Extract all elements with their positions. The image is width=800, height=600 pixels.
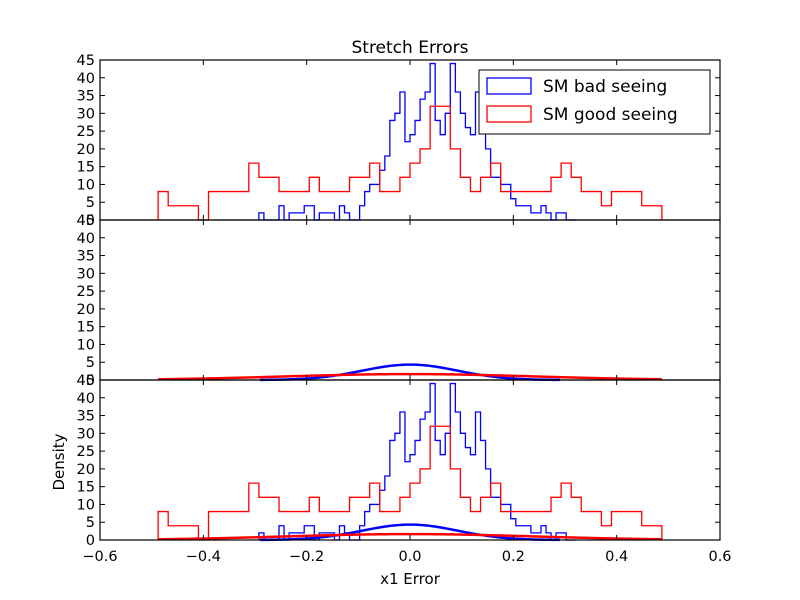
chart-title: Stretch Errors — [351, 38, 468, 58]
y-tick-label: 0 — [86, 373, 95, 389]
y-tick-label: 25 — [77, 124, 95, 140]
y-tick-label: 35 — [77, 249, 95, 265]
y-tick-label: 35 — [77, 409, 95, 425]
legend-label-2: SM good seeing — [543, 105, 678, 125]
x-tick-label: −0.6 — [82, 549, 117, 565]
y-axis-label: Density — [50, 433, 68, 490]
y-tick-label: 30 — [77, 106, 95, 122]
y-tick-label: 45 — [77, 53, 95, 69]
legend-box — [478, 69, 711, 135]
y-tick-label: 40 — [77, 231, 95, 247]
y-tick-label: 5 — [86, 515, 95, 531]
legend: SM bad seeing SM good seeing — [478, 69, 711, 135]
legend-swatch-1 — [486, 77, 532, 95]
x-tick-label: 0.0 — [398, 549, 421, 565]
y-tick-label: 5 — [86, 195, 95, 211]
histogram-1-panel-3 — [258, 382, 577, 541]
fit-curve-1-panel-2 — [260, 363, 560, 382]
y-tick-label: 45 — [77, 373, 95, 389]
y-tick-label: 30 — [77, 266, 95, 282]
y-tick-label: 10 — [77, 337, 95, 353]
x-tick-label: −0.4 — [186, 549, 221, 565]
y-tick-label: 45 — [77, 213, 95, 229]
legend-swatch-2 — [486, 105, 532, 123]
x-axis-label: x1 Error — [380, 570, 441, 588]
y-tick-label: 15 — [77, 480, 95, 496]
y-tick-label: 40 — [77, 71, 95, 87]
y-tick-label: 15 — [77, 160, 95, 176]
y-tick-label: 20 — [77, 142, 95, 158]
y-tick-label: 25 — [77, 444, 95, 460]
y-tick-label: 40 — [77, 391, 95, 407]
x-tick-label: 0.2 — [502, 549, 525, 565]
y-tick-label: 20 — [77, 462, 95, 478]
y-tick-label: 10 — [77, 497, 95, 513]
x-tick-label: −0.2 — [289, 549, 324, 565]
y-tick-label: 35 — [77, 89, 95, 105]
fit-curve-2-panel-2 — [158, 372, 662, 381]
fit-curve-1-panel-3 — [260, 523, 560, 542]
y-tick-label: 20 — [77, 302, 95, 318]
x-tick-label: 0.6 — [708, 549, 731, 565]
panel-frame — [99, 219, 721, 381]
histogram-2-panel-3 — [157, 425, 663, 541]
histogram-2-panel-1 — [157, 105, 663, 221]
y-tick-label: 5 — [86, 355, 95, 371]
y-tick-label: 30 — [77, 426, 95, 442]
y-tick-label: 10 — [77, 177, 95, 193]
y-tick-label: 0 — [86, 213, 95, 229]
y-tick-label: 25 — [77, 284, 95, 300]
fit-curve-2-panel-3 — [158, 532, 662, 541]
y-tick-label: 0 — [86, 533, 95, 549]
x-tick-label: 0.4 — [605, 549, 628, 565]
legend-label-1: SM bad seeing — [543, 77, 667, 97]
y-tick-label: 15 — [77, 320, 95, 336]
